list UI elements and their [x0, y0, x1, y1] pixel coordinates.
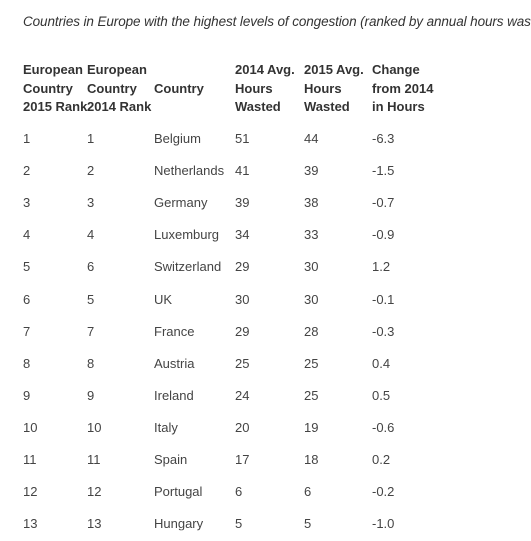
cell-rank-2014: 9	[87, 387, 95, 403]
cell-rank-2014: 11	[87, 452, 101, 467]
cell-hours-2015: 25	[304, 355, 319, 371]
cell-hours-2014: 17	[235, 452, 250, 467]
cell-change: -0.7	[372, 195, 395, 211]
cell-hours-2014: 24	[235, 387, 250, 403]
cell-hours-2015: 38	[304, 195, 319, 211]
cell-rank-2015: 3	[23, 195, 31, 211]
header-2014-rank: European Country 2014 Rank	[87, 62, 152, 114]
cell-country: Netherlands	[154, 163, 225, 179]
cell-rank-2015: 10	[23, 419, 38, 435]
cell-hours-2015: 30	[304, 259, 319, 275]
cell-hours-2015: 5	[304, 516, 312, 532]
cell-hours-2015: 44	[304, 131, 319, 146]
cell-rank-2014: 7	[87, 323, 95, 339]
cell-rank-2014: 5	[87, 291, 95, 307]
cell-change: -0.9	[372, 227, 395, 243]
cell-country: Luxemburg	[154, 227, 220, 243]
table-row: 8 8 Austria 25 25 0.4	[0, 356, 531, 376]
cell-hours-2014: 20	[235, 419, 250, 435]
cell-country: France	[154, 323, 195, 339]
table-row: 12 12 Portugal 6 6 -0.2	[0, 484, 531, 504]
cell-country: Italy	[154, 419, 178, 435]
cell-hours-2014: 39	[235, 195, 250, 211]
cell-hours-2014: 30	[235, 291, 250, 307]
cell-hours-2014: 6	[235, 484, 243, 500]
cell-change: -0.2	[372, 484, 395, 500]
cell-hours-2014: 5	[235, 516, 243, 532]
table-row: 13 13 Hungary 5 5 -1.0	[0, 516, 531, 532]
cell-rank-2014: 1	[87, 131, 95, 146]
cell-rank-2015: 11	[23, 452, 37, 467]
cell-country: Germany	[154, 195, 208, 211]
cell-rank-2015: 2	[23, 163, 31, 179]
cell-change: -0.3	[372, 323, 395, 339]
cell-hours-2015: 19	[304, 419, 319, 435]
table-row: 4 4 Luxemburg 34 33 -0.9	[0, 227, 531, 247]
table-caption: Countries in Europe with the highest lev…	[23, 14, 531, 29]
cell-hours-2015: 33	[304, 227, 319, 243]
cell-country: Spain	[154, 452, 188, 467]
header-change: Change from 2014 in Hours	[372, 62, 434, 114]
table-row: 11 11 Spain 17 18 0.2	[0, 452, 531, 472]
table-row: 3 3 Germany 39 38 -0.7	[0, 195, 531, 215]
cell-country: Austria	[154, 355, 195, 371]
cell-hours-2015: 39	[304, 163, 319, 179]
cell-rank-2015: 9	[23, 387, 31, 403]
cell-rank-2014: 8	[87, 355, 95, 371]
table-row: 5 6 Switzerland 29 30 1.2	[0, 259, 531, 279]
cell-change: 0.5	[372, 387, 391, 403]
cell-change: 0.4	[372, 355, 391, 371]
table-row: 10 10 Italy 20 19 -0.6	[0, 420, 531, 440]
cell-rank-2014: 6	[87, 259, 95, 275]
cell-country: Ireland	[154, 387, 194, 403]
cell-hours-2014: 34	[235, 227, 250, 243]
cell-rank-2014: 3	[87, 195, 95, 211]
cell-change: 1.2	[372, 259, 391, 275]
cell-rank-2014: 2	[87, 163, 95, 179]
cell-country: Hungary	[154, 516, 204, 532]
cell-rank-2015: 7	[23, 323, 31, 339]
header-2014-hours: 2014 Avg. Hours Wasted	[235, 62, 295, 114]
cell-rank-2014: 13	[87, 516, 102, 532]
cell-rank-2015: 12	[23, 484, 38, 500]
cell-hours-2014: 29	[235, 323, 250, 339]
table-row: 1 1 Belgium 51 44 -6.3	[0, 131, 531, 151]
cell-country: UK	[154, 291, 173, 307]
cell-hours-2014: 29	[235, 259, 250, 275]
cell-country: Switzerland	[154, 259, 222, 275]
cell-hours-2015: 25	[304, 387, 319, 403]
cell-rank-2015: 6	[23, 291, 31, 307]
cell-hours-2015: 6	[304, 484, 312, 500]
header-country: Country	[154, 80, 204, 96]
table-row: 7 7 France 29 28 -0.3	[0, 324, 531, 344]
cell-rank-2015: 4	[23, 227, 31, 243]
header-2015-hours: 2015 Avg. Hours Wasted	[304, 62, 364, 114]
table-row: 2 2 Netherlands 41 39 -1.5	[0, 163, 531, 183]
cell-hours-2015: 28	[304, 323, 319, 339]
cell-rank-2014: 10	[87, 419, 102, 435]
cell-country: Belgium	[154, 131, 201, 146]
cell-change: -0.6	[372, 419, 395, 435]
cell-change: -0.1	[372, 291, 395, 307]
cell-hours-2014: 25	[235, 355, 250, 371]
cell-hours-2014: 51	[235, 131, 250, 146]
cell-rank-2015: 1	[23, 131, 31, 146]
header-2015-rank: European Country 2015 Rank	[23, 62, 88, 114]
cell-rank-2014: 12	[87, 484, 102, 500]
cell-change: -1.5	[372, 163, 395, 179]
cell-hours-2015: 18	[304, 452, 319, 467]
cell-rank-2014: 4	[87, 227, 95, 243]
cell-rank-2015: 8	[23, 355, 31, 371]
cell-change: -6.3	[372, 131, 395, 146]
cell-hours-2015: 30	[304, 291, 319, 307]
cell-country: Portugal	[154, 484, 203, 500]
cell-rank-2015: 5	[23, 259, 31, 275]
cell-change: -1.0	[372, 516, 395, 532]
cell-hours-2014: 41	[235, 163, 250, 179]
table-row: 6 5 UK 30 30 -0.1	[0, 292, 531, 312]
cell-change: 0.2	[372, 452, 391, 467]
table-row: 9 9 Ireland 24 25 0.5	[0, 388, 531, 408]
cell-rank-2015: 13	[23, 516, 38, 532]
